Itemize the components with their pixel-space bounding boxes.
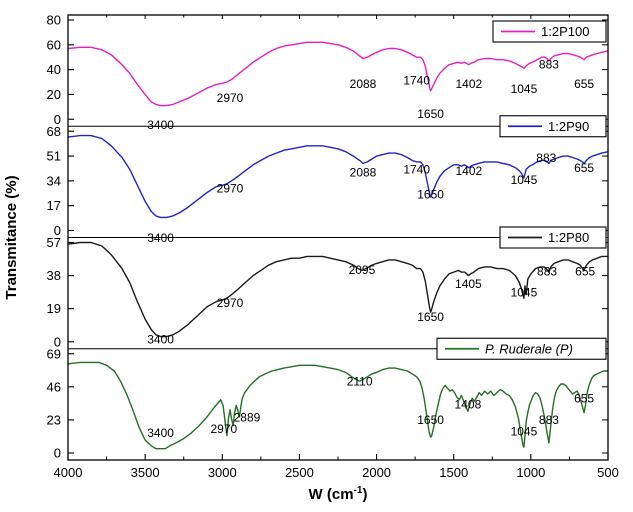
y-tick-label: 23 [47, 412, 61, 427]
y-tick-label: 46 [47, 379, 61, 394]
y-tick-label: 57 [47, 235, 61, 250]
legend-label-1-2P90: 1:2P90 [548, 119, 589, 134]
peak-label-1-2P100-1402: 1402 [455, 77, 482, 91]
spectrum-line-1-2P100 [67, 41, 609, 107]
peak-label-p-ruderale-2889: 2889 [234, 410, 261, 424]
x-tick-label: 1000 [516, 465, 545, 480]
peak-label-1-2P90-2088: 2088 [350, 165, 377, 179]
peak-label-1-2P90-1740: 1740 [403, 163, 430, 177]
x-axis-title: W (cm-1) [309, 485, 368, 503]
peak-label-p-ruderale-1408: 1408 [455, 397, 482, 411]
peak-label-p-ruderale-2110: 2110 [347, 374, 373, 388]
peak-label-1-2P100-2088: 2088 [350, 77, 377, 91]
y-tick-label: 40 [47, 62, 61, 77]
y-axis-title: Transmitance (%) [3, 175, 20, 299]
spectrum-line-1-2P80 [67, 241, 609, 338]
peak-label-1-2P90-2970: 2970 [217, 182, 244, 196]
peak-label-1-2P80-1045: 1045 [511, 285, 538, 299]
peak-label-1-2P90-1045: 1045 [511, 173, 538, 187]
y-tick-label: 0 [54, 112, 61, 127]
y-tick-label: 34 [47, 173, 61, 188]
y-tick-label: 20 [47, 87, 61, 102]
peak-label-1-2P80-1405: 1405 [455, 277, 482, 291]
peak-label-1-2P90-883: 883 [536, 151, 556, 165]
peak-label-p-ruderale-655: 655 [574, 392, 594, 406]
peak-label-1-2P100-1740: 1740 [403, 74, 430, 88]
x-tick-label: 500 [597, 465, 619, 480]
peak-label-1-2P80-883: 883 [537, 265, 557, 279]
x-tick-label: 3500 [131, 465, 160, 480]
y-tick-label: 68 [47, 124, 61, 139]
spectrum-line-1-2P90 [67, 134, 609, 219]
x-tick-label: 4000 [54, 465, 83, 480]
y-tick-label: 80 [47, 13, 61, 28]
spectrum-line-p-ruderale [67, 361, 609, 450]
y-tick-label: 60 [47, 37, 61, 52]
peak-label-p-ruderale-3400: 3400 [147, 426, 174, 440]
peak-label-1-2P80-2095: 2095 [349, 263, 376, 277]
legend-box-p-ruderale [436, 337, 607, 360]
peak-label-1-2P100-3400: 3400 [147, 118, 174, 132]
y-tick-label: 0 [54, 334, 61, 349]
peak-label-1-2P90-1650: 1650 [417, 187, 444, 201]
y-tick-label: 17 [47, 198, 61, 213]
y-tick-label: 69 [47, 346, 61, 361]
y-tick-label: 19 [47, 301, 61, 316]
y-tick-label: 0 [54, 446, 61, 461]
peak-label-1-2P100-1650: 1650 [417, 107, 444, 121]
peak-label-1-2P100-1045: 1045 [511, 82, 538, 96]
peak-label-1-2P80-2970: 2970 [217, 296, 244, 310]
peak-label-p-ruderale-2970: 2970 [210, 422, 237, 436]
legend-label-p-ruderale: P. Ruderale (P) [485, 341, 573, 356]
peak-label-1-2P100-2970: 2970 [217, 91, 244, 105]
legend-box-1-2P80 [499, 226, 607, 249]
peak-label-p-ruderale-1650: 1650 [417, 413, 444, 427]
peak-label-1-2P90-655: 655 [574, 161, 594, 175]
peak-label-p-ruderale-1045: 1045 [511, 425, 538, 439]
legend-box-1-2P100 [492, 20, 607, 43]
legend-label-1-2P100: 1:2P100 [541, 24, 589, 39]
x-tick-label: 2000 [362, 465, 391, 480]
y-tick-label: 38 [47, 268, 61, 283]
peak-label-1-2P100-655: 655 [574, 77, 594, 91]
x-tick-label: 3000 [208, 465, 237, 480]
peak-label-1-2P80-655: 655 [575, 265, 595, 279]
legend-box-1-2P90 [499, 115, 607, 138]
legend-label-1-2P80: 1:2P80 [548, 230, 589, 245]
x-tick-label: 1500 [439, 465, 468, 480]
peak-label-1-2P100-883: 883 [539, 57, 559, 71]
peak-label-p-ruderale-883: 883 [539, 413, 559, 427]
peak-label-1-2P80-1650: 1650 [417, 310, 444, 324]
peak-label-1-2P90-1402: 1402 [455, 164, 482, 178]
peak-label-1-2P80-3400: 3400 [147, 332, 174, 346]
y-tick-label: 0 [54, 223, 61, 238]
peak-label-1-2P90-3400: 3400 [147, 231, 174, 245]
y-tick-label: 51 [47, 149, 61, 164]
x-tick-label: 2500 [285, 465, 314, 480]
